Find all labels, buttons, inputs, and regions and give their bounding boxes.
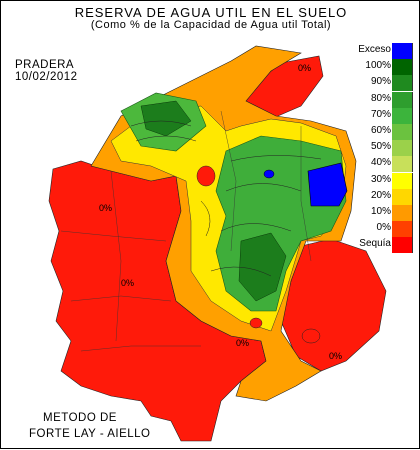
legend-swatch	[392, 107, 413, 124]
legend-swatch	[392, 59, 413, 76]
map-title: RESERVA DE AGUA UTIL EN EL SUELO	[74, 5, 348, 20]
contour-label-zero-w2: 0%	[121, 278, 134, 288]
legend-swatch	[392, 140, 413, 157]
legend-label: 90%	[370, 76, 391, 88]
legend-label: Sequía	[359, 238, 391, 250]
contour-label-zero-s: 0%	[236, 338, 249, 348]
map-spot-drought-3	[249, 317, 263, 329]
legend-item: 40%	[355, 156, 420, 173]
legend-label: 0%	[376, 222, 391, 234]
method-line-2: FORTE LAY - AIELLO	[29, 428, 151, 440]
map-region-very-high-reserve	[238, 232, 287, 302]
legend-item: 10%	[355, 205, 420, 221]
legend-swatch	[392, 124, 413, 140]
map-region-excess	[307, 162, 348, 207]
legend-label: 30%	[370, 173, 391, 185]
map-subtitle: (Como % de la Capacidad de Agua util Tot…	[90, 19, 332, 31]
crop-label: PRADERA	[15, 59, 75, 71]
legend-item: Exceso	[355, 43, 420, 59]
legend-swatch	[392, 237, 413, 254]
legend-swatch	[392, 172, 413, 189]
date-label: 10/02/2012	[15, 71, 78, 83]
map-region-excess-small	[263, 169, 275, 179]
legend-item: 50%	[355, 140, 420, 157]
province-boundaries	[60, 110, 312, 352]
method-line-1: METODO DE	[43, 412, 117, 424]
map-region-very-high-reserve-north	[140, 100, 192, 137]
legend-item: 70%	[355, 107, 420, 124]
legend-swatch	[392, 75, 413, 92]
legend-label: 10%	[370, 206, 391, 217]
legend-item: 0%	[355, 221, 420, 238]
contour-lines	[130, 120, 322, 277]
legend-swatch	[392, 91, 413, 108]
contour-label-zero-se: 0%	[329, 351, 342, 361]
legend-swatch	[392, 205, 413, 221]
legend-label: 40%	[370, 157, 391, 169]
legend-label: Exceso	[358, 44, 391, 55]
legend-item: 60%	[355, 124, 420, 140]
legend-label: 80%	[370, 92, 391, 104]
legend-item: Sequía	[355, 237, 420, 254]
legend-label: 20%	[370, 189, 391, 201]
contour-label-zero-w1: 0%	[99, 203, 112, 213]
legend-label: 50%	[370, 141, 391, 153]
legend-item: 30%	[355, 172, 420, 189]
legend-label: 100%	[365, 60, 391, 72]
legend-item: 20%	[355, 188, 420, 205]
legend-label: 60%	[370, 125, 391, 136]
legend-swatch	[392, 156, 413, 173]
contour-label-zero-ne: 0%	[298, 63, 311, 73]
legend-item: 100%	[355, 59, 420, 76]
map-spot-drought-1	[196, 165, 216, 187]
legend-swatch	[392, 188, 413, 205]
map-spot-drought-2	[301, 328, 321, 344]
legend-item: 90%	[355, 75, 420, 92]
legend-swatch	[392, 43, 413, 59]
legend-label: 70%	[370, 108, 391, 120]
legend-item: 80%	[355, 91, 420, 108]
legend-swatch	[392, 221, 413, 238]
